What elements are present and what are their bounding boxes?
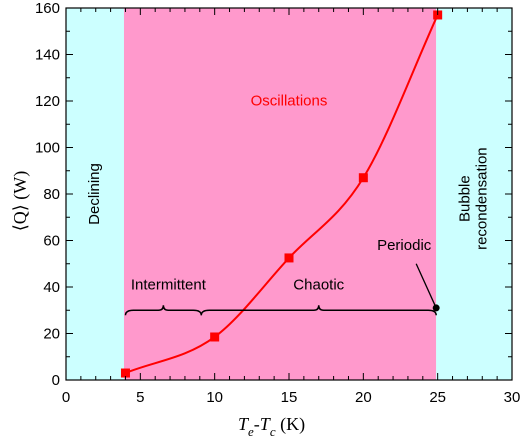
intermittent-brace — [124, 305, 203, 316]
annotation-layer: Intermittent Chaotic Periodic — [124, 237, 440, 316]
x-tick-label: 5 — [136, 389, 144, 406]
y-tick-label: 140 — [35, 47, 60, 64]
region-label-oscillations: Oscillations — [251, 93, 328, 110]
data-point-1 — [210, 332, 220, 342]
periodic-pointer — [415, 263, 437, 309]
y-tick-label: 40 — [43, 279, 60, 296]
x-axis-label: Te-Tc (K) — [238, 414, 305, 439]
data-point-3 — [358, 173, 368, 183]
y-tick-label: 0 — [52, 372, 60, 389]
region-label-bubble: Bubble — [456, 175, 473, 222]
x-tick-label: 30 — [504, 389, 521, 406]
x-tick-label: 15 — [281, 389, 298, 406]
intermittent-label: Intermittent — [131, 276, 207, 293]
series-line — [125, 14, 439, 374]
y-axis-label: ⟨Q⟩ (W) — [10, 171, 31, 232]
periodic-label: Periodic — [377, 237, 432, 254]
data-point-2 — [284, 253, 294, 263]
region-label-declining: Declining — [86, 163, 103, 225]
regions — [66, 8, 512, 380]
axes-layer: 0 5 10 15 20 25 30 0 20 40 60 80 100 120 140 160 — [35, 0, 520, 406]
x-axis-label-tc: T — [260, 414, 272, 434]
region-labels: Declining Oscillations Bubble recondensatio… — [86, 93, 490, 250]
region-label-recondensation: recondensation — [473, 147, 490, 250]
y-tick-label: 120 — [35, 93, 60, 110]
chaotic-brace — [200, 305, 437, 316]
curve-layer — [125, 14, 439, 374]
y-tick-label: 80 — [43, 186, 60, 203]
data-point-0 — [120, 368, 130, 378]
x-tick-label: 0 — [62, 389, 70, 406]
y-tick-label: 100 — [35, 140, 60, 157]
x-tick-label: 25 — [429, 389, 446, 406]
y-tick-label: 160 — [35, 0, 60, 17]
x-axis-label-unit: (K) — [276, 414, 306, 435]
x-tick-label: 10 — [206, 389, 223, 406]
x-axis-label-tc-sub: c — [270, 424, 276, 439]
region-bubble — [436, 8, 512, 380]
region-declining — [66, 8, 124, 380]
x-tick-label: 20 — [355, 389, 372, 406]
x-axis-label-dash: - — [254, 414, 260, 434]
y-tick-label: 20 — [43, 326, 60, 343]
chaotic-label: Chaotic — [293, 276, 344, 293]
y-tick-label: 60 — [43, 233, 60, 250]
region-oscillations — [123, 8, 437, 380]
x-axis-label-te-sub: e — [248, 424, 254, 439]
x-axis-label-te: T — [238, 414, 250, 434]
